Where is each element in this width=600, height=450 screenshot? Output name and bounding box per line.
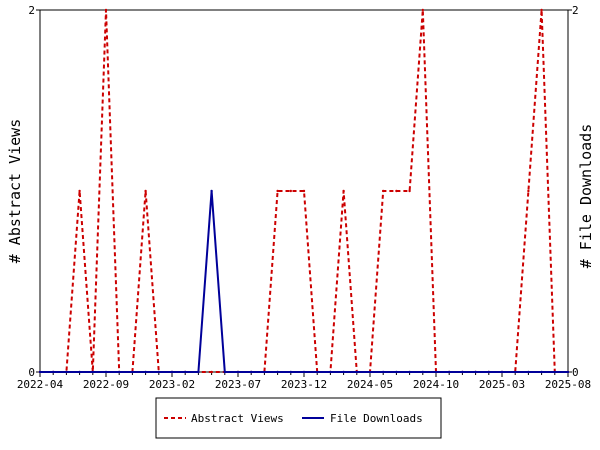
legend-box xyxy=(155,397,442,439)
x-tick-label: 2023-07 xyxy=(215,378,261,391)
data-point-abstract-views xyxy=(527,189,530,193)
x-tick-label: 2025-03 xyxy=(479,378,525,391)
data-point-file-downloads xyxy=(250,370,253,374)
x-tick-label: 2025-08 xyxy=(545,378,591,391)
data-point-file-downloads xyxy=(118,370,121,374)
data-point-abstract-views xyxy=(540,8,543,12)
data-point-file-downloads xyxy=(263,370,266,374)
data-point-abstract-views xyxy=(210,370,213,374)
data-point-file-downloads xyxy=(223,370,226,374)
data-point-abstract-views xyxy=(276,189,279,193)
data-point-abstract-views xyxy=(78,189,81,193)
data-point-file-downloads xyxy=(170,370,174,374)
data-point-abstract-views xyxy=(342,189,345,193)
x-tick-labels: 2022-04 2022-09 2023-02 2023-07 2023-12 2024-… xyxy=(17,378,591,391)
x-tick-label: 2022-09 xyxy=(83,378,129,391)
data-point-file-downloads xyxy=(553,370,556,374)
data-point-file-downloads xyxy=(514,370,517,374)
data-point-file-downloads xyxy=(236,370,240,374)
legend-label-abstract-views: Abstract Views xyxy=(191,412,284,425)
data-point-file-downloads xyxy=(408,370,411,374)
data-point-file-downloads xyxy=(78,370,81,374)
y2-axis-title: # File Downloads xyxy=(577,124,595,269)
x-tick-label: 2023-02 xyxy=(149,378,195,391)
data-point-file-downloads xyxy=(500,370,504,374)
data-point-abstract-views xyxy=(302,189,306,193)
data-point-file-downloads xyxy=(38,370,42,374)
data-point-file-downloads xyxy=(184,370,187,374)
data-point-file-downloads xyxy=(210,189,213,193)
data-point-file-downloads xyxy=(421,370,424,374)
data-point-file-downloads xyxy=(157,370,160,374)
data-point-file-downloads xyxy=(52,370,55,374)
data-point-file-downloads xyxy=(276,370,279,374)
data-point-abstract-views xyxy=(104,8,108,12)
data-point-file-downloads xyxy=(355,370,358,374)
data-point-file-downloads xyxy=(329,370,332,374)
data-point-file-downloads xyxy=(395,370,398,374)
data-point-file-downloads xyxy=(527,370,530,374)
data-point-file-downloads xyxy=(382,370,385,374)
data-point-file-downloads xyxy=(316,370,319,374)
x-tick-label: 2024-10 xyxy=(413,378,459,391)
series-layer xyxy=(38,8,570,374)
data-point-abstract-views xyxy=(144,189,147,193)
y2-axis-label-bottom: 0 xyxy=(572,366,579,379)
data-point-file-downloads xyxy=(131,370,134,374)
x-tick-label: 2023-12 xyxy=(281,378,327,391)
data-point-abstract-views xyxy=(289,189,292,193)
data-point-file-downloads xyxy=(448,370,451,374)
x-tick-label: 2022-04 xyxy=(17,378,64,391)
data-point-abstract-views xyxy=(382,189,385,193)
data-point-file-downloads xyxy=(434,370,438,374)
data-point-abstract-views xyxy=(408,189,411,193)
data-point-abstract-views xyxy=(395,189,398,193)
legend-label-file-downloads: File Downloads xyxy=(330,412,423,425)
data-point-file-downloads xyxy=(342,370,345,374)
data-point-file-downloads xyxy=(91,370,95,374)
data-point-file-downloads xyxy=(487,370,490,374)
data-point-file-downloads xyxy=(302,370,306,374)
data-point-file-downloads xyxy=(289,370,292,374)
data-point-file-downloads xyxy=(566,370,570,374)
legend: Abstract Views File Downloads xyxy=(155,397,442,439)
data-point-file-downloads xyxy=(144,370,147,374)
y2-axis-label-top: 2 xyxy=(572,4,579,17)
data-point-file-downloads xyxy=(197,370,200,374)
data-point-file-downloads xyxy=(540,370,543,374)
y-axis-label-top: 2 xyxy=(28,4,35,17)
data-point-file-downloads xyxy=(461,370,464,374)
data-point-file-downloads xyxy=(474,370,477,374)
x-tick-label: 2024-05 xyxy=(347,378,393,391)
y-axis-label-bottom: 0 xyxy=(28,366,35,379)
data-point-file-downloads xyxy=(368,370,372,374)
y-axis-title: # Abstract Views xyxy=(6,119,24,264)
data-point-file-downloads xyxy=(65,370,68,374)
data-point-abstract-views xyxy=(421,8,424,12)
data-point-file-downloads xyxy=(104,370,108,374)
